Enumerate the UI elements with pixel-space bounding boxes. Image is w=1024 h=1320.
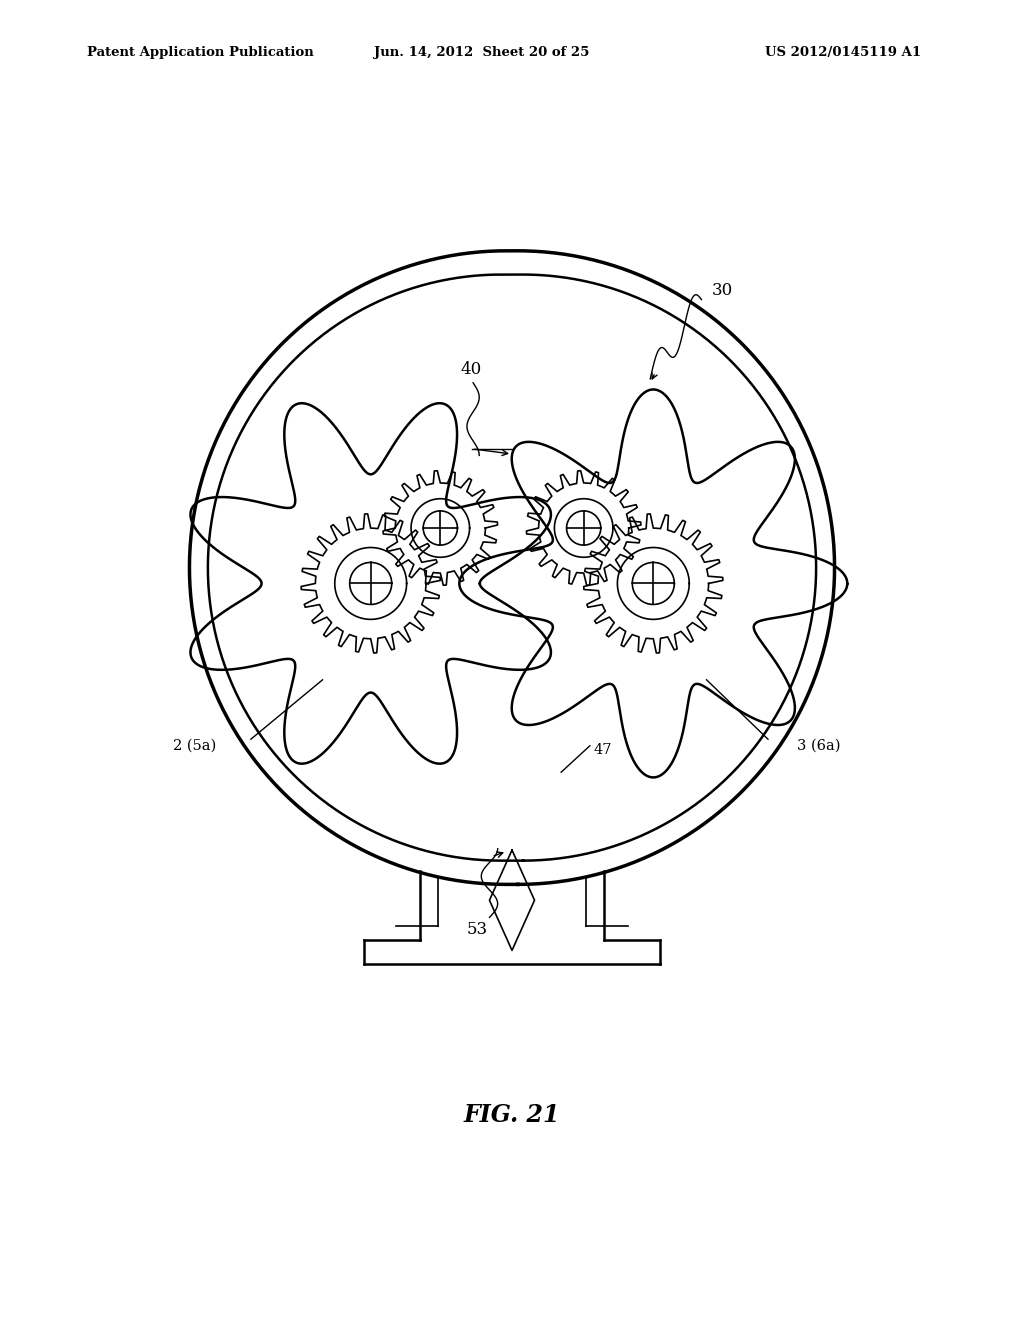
Text: 47: 47 (594, 743, 612, 756)
Text: 30: 30 (712, 282, 733, 298)
Text: 40: 40 (461, 362, 481, 378)
Text: 3 (6a): 3 (6a) (798, 739, 841, 752)
Text: Jun. 14, 2012  Sheet 20 of 25: Jun. 14, 2012 Sheet 20 of 25 (374, 46, 589, 59)
Text: 53: 53 (467, 921, 487, 937)
Text: 2 (5a): 2 (5a) (173, 739, 216, 752)
Text: Patent Application Publication: Patent Application Publication (87, 46, 313, 59)
Text: US 2012/0145119 A1: US 2012/0145119 A1 (766, 46, 922, 59)
Text: FIG. 21: FIG. 21 (464, 1104, 560, 1127)
